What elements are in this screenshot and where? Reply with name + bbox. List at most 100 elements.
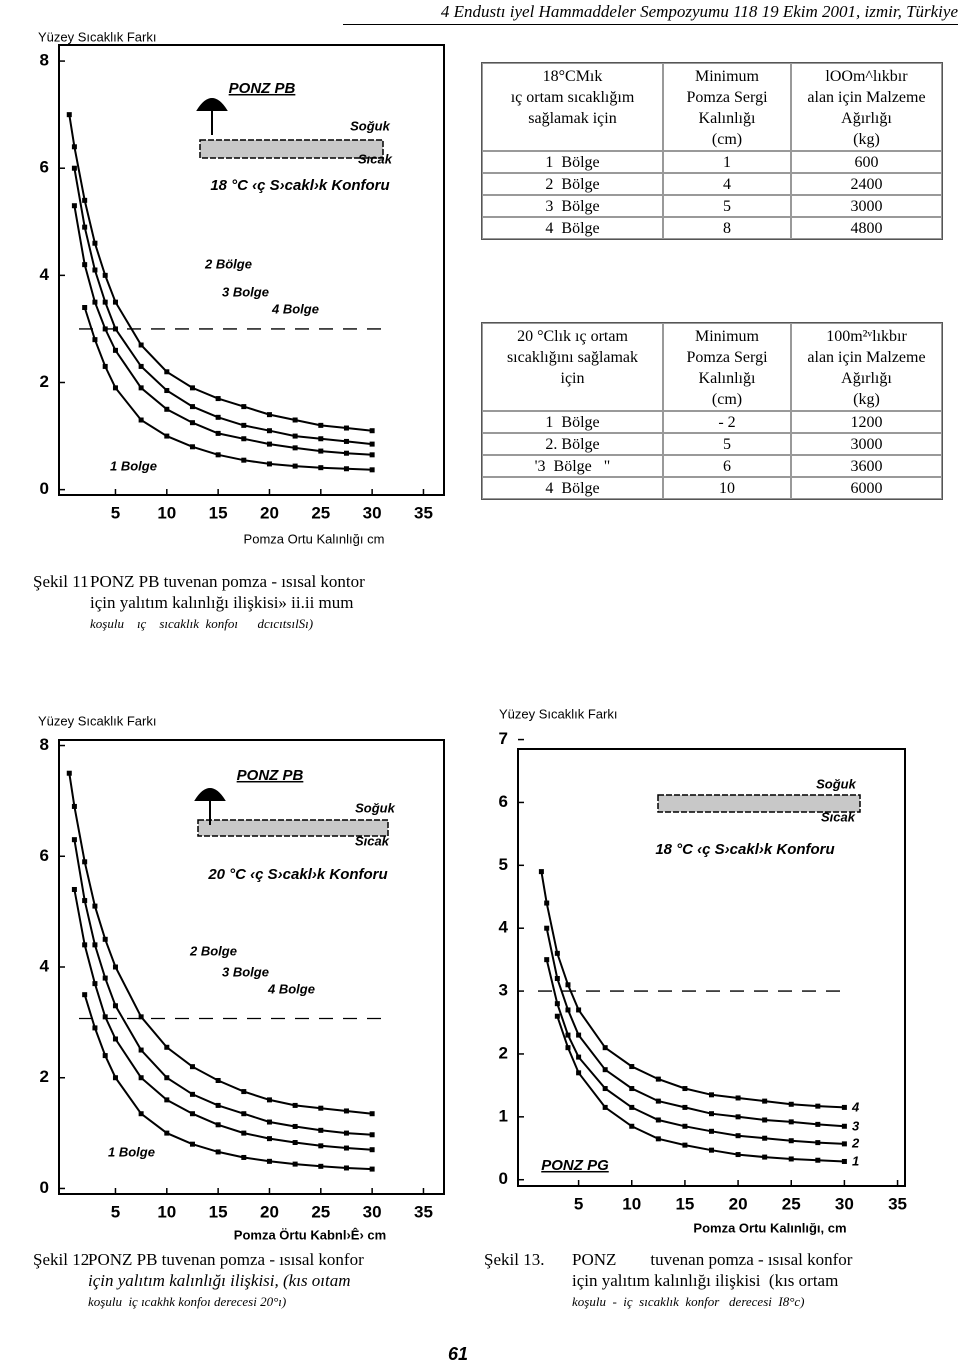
data-point bbox=[576, 1054, 582, 1060]
y-tick-label: 6 bbox=[40, 158, 49, 177]
header-cell: 18°CMık ıç ortam sıcaklığım sağlamak için bbox=[482, 63, 663, 151]
plot-frame bbox=[58, 44, 445, 496]
data-point bbox=[565, 1032, 571, 1038]
table-cell: 2 Bölge bbox=[482, 173, 663, 195]
data-point bbox=[292, 445, 298, 451]
data-point bbox=[735, 1152, 741, 1158]
chart-title: PONZ PB bbox=[237, 767, 304, 784]
data-point bbox=[71, 165, 77, 171]
data-point bbox=[815, 1121, 821, 1127]
caption-line: koşulu - iç sıcaklık konfor derecesi I8°… bbox=[572, 1294, 805, 1309]
x-tick-label: 35 bbox=[414, 503, 433, 522]
data-point bbox=[369, 441, 375, 447]
x-tick-label: 30 bbox=[835, 1194, 854, 1213]
caption-line: koşulu ıç sıcaklık konfoı dcıcıtsılSı) bbox=[90, 616, 314, 631]
data-point bbox=[138, 363, 144, 369]
annotation: 20 °C ‹ç S›cakl›k Konforu bbox=[207, 866, 387, 883]
caption-line: için yalıtım kalınlığı ilişkisi» ii.ii m… bbox=[90, 593, 354, 612]
data-point bbox=[343, 425, 349, 431]
header-text: alan için Malzeme bbox=[807, 349, 926, 366]
y-axis-title: Yüzey Sıcaklık Farkı bbox=[38, 713, 156, 728]
data-point bbox=[112, 347, 118, 353]
data-point bbox=[369, 1166, 375, 1172]
header-text: 18°CMık bbox=[542, 68, 603, 85]
data-point bbox=[292, 1161, 298, 1167]
data-point bbox=[71, 837, 77, 843]
y-tick-label: 2 bbox=[499, 1043, 508, 1062]
header-text: sağlamak için bbox=[528, 110, 617, 127]
data-point bbox=[576, 1032, 582, 1038]
cell-text: 5 bbox=[723, 436, 731, 453]
data-point bbox=[841, 1158, 847, 1164]
header-cell: 100m²ᵛlıkbır alan için Malzeme Ağırlığı (kg… bbox=[791, 323, 942, 411]
data-point bbox=[629, 1104, 635, 1110]
data-point bbox=[215, 1122, 221, 1128]
data-point bbox=[102, 272, 108, 278]
y-tick-label: 5 bbox=[499, 855, 508, 874]
y-tick-label: 1 bbox=[499, 1106, 508, 1125]
data-point bbox=[241, 422, 247, 428]
x-tick-label: 20 bbox=[260, 1202, 279, 1221]
x-tick-label: 35 bbox=[414, 1202, 433, 1221]
data-point bbox=[369, 1111, 375, 1117]
data-point bbox=[112, 1075, 118, 1081]
data-point bbox=[565, 1007, 571, 1013]
header-text: 20 °Clık ıç ortam bbox=[517, 328, 628, 345]
header-cell: Minimum Pomza Sergi Kalınlığı (cm) bbox=[663, 323, 791, 411]
table-cell: - 2 bbox=[663, 411, 791, 433]
x-tick-label: 5 bbox=[574, 1194, 583, 1213]
data-point bbox=[102, 299, 108, 305]
table-cell: 3600 bbox=[791, 455, 942, 477]
data-point bbox=[71, 886, 77, 892]
data-point bbox=[241, 1154, 247, 1160]
data-point bbox=[215, 452, 221, 458]
data-point bbox=[112, 326, 118, 332]
data-point bbox=[709, 1092, 714, 1098]
data-point bbox=[655, 1136, 661, 1142]
data-point bbox=[164, 369, 170, 375]
caption-label: Şekil 12 bbox=[33, 1250, 90, 1269]
data-point bbox=[554, 1001, 560, 1007]
data-point bbox=[215, 1078, 221, 1083]
cell-text: 3600 bbox=[850, 458, 883, 475]
cell-text: 5 bbox=[723, 198, 731, 215]
y-tick-label: 4 bbox=[40, 265, 50, 284]
data-point bbox=[102, 936, 108, 942]
data-point bbox=[292, 1123, 298, 1129]
data-point bbox=[565, 1045, 571, 1051]
cell-text: 8 bbox=[723, 220, 731, 237]
y-tick-label: 4 bbox=[40, 956, 50, 975]
series-line bbox=[545, 927, 845, 1128]
data-point bbox=[92, 267, 98, 273]
table-cell: 2. Bölge bbox=[482, 433, 663, 455]
series-label: 3 Bolge bbox=[222, 284, 269, 299]
x-tick-label: 25 bbox=[311, 503, 330, 522]
umbrella-icon bbox=[196, 98, 228, 135]
data-point bbox=[318, 436, 324, 442]
caption-line: için yalıtım kalınlığı ilişkisi (kıs ort… bbox=[572, 1271, 839, 1290]
data-point bbox=[138, 385, 144, 391]
annotation: Sıcak bbox=[821, 809, 856, 824]
table-cell: 1 Bölge bbox=[482, 151, 663, 173]
table-cell: 1 Bölge bbox=[482, 411, 663, 433]
header-text: için bbox=[560, 370, 585, 387]
page-number: 61 bbox=[448, 1344, 469, 1364]
data-point bbox=[102, 1053, 108, 1059]
data-point bbox=[318, 1143, 324, 1149]
series-line bbox=[73, 889, 373, 1151]
table-cell: 3000 bbox=[791, 433, 942, 455]
series-line bbox=[545, 959, 845, 1145]
data-point bbox=[241, 404, 247, 410]
data-point bbox=[71, 203, 77, 209]
x-axis-title: Pomza Örtu Kabnl›Ê› cm bbox=[234, 1227, 386, 1242]
cell-text: 3000 bbox=[850, 436, 883, 453]
data-point bbox=[66, 770, 72, 776]
header-text: sıcaklığını sağlamak bbox=[506, 349, 639, 366]
x-tick-label: 10 bbox=[157, 1202, 176, 1221]
comfort-bar bbox=[197, 819, 389, 837]
data-point bbox=[655, 1117, 661, 1123]
chart-title: PONZ PG bbox=[541, 1157, 609, 1174]
data-point bbox=[164, 388, 170, 394]
caption-line: için yalıtım kalınlığı ilişkisi, (kıs oı… bbox=[88, 1271, 351, 1290]
data-point bbox=[576, 1007, 582, 1013]
